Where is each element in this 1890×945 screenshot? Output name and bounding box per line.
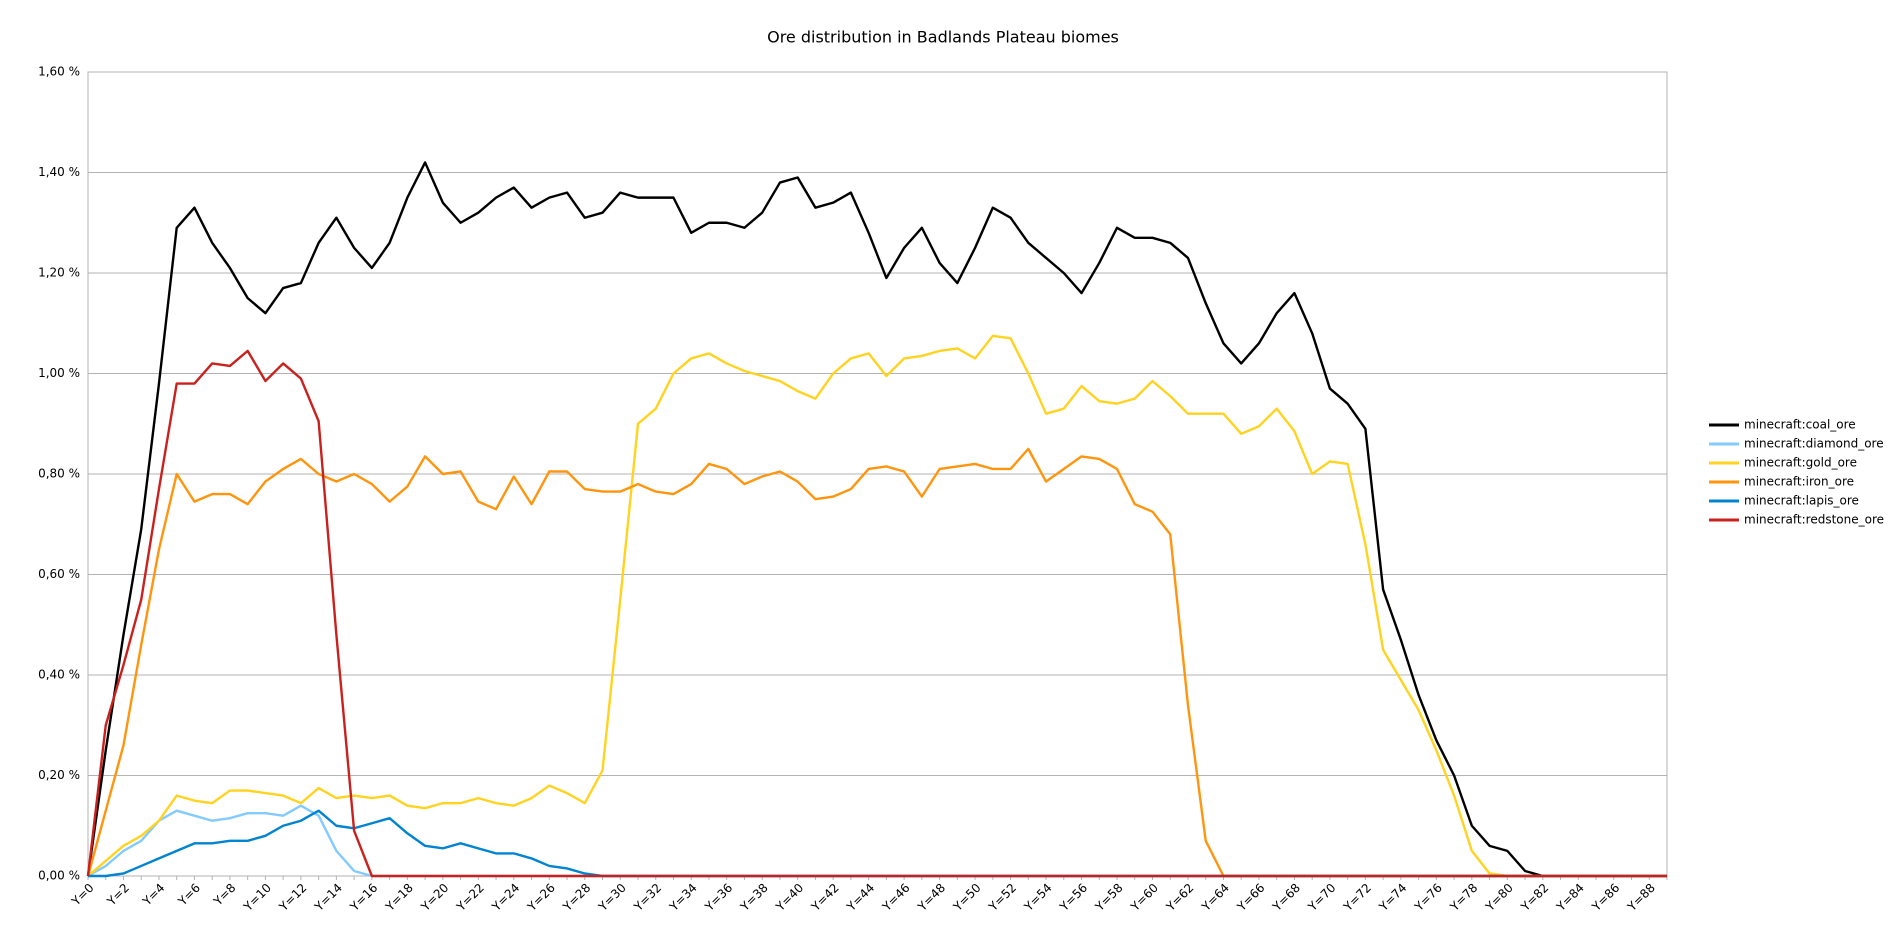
- x-tick-label: Y=24: [489, 881, 523, 915]
- x-tick-label: Y=52: [985, 881, 1019, 915]
- x-tick-label: Y=64: [1198, 881, 1232, 915]
- x-tick-label: Y=4: [139, 881, 167, 909]
- x-tick-label: Y=8: [210, 881, 238, 909]
- x-tick-label: Y=44: [844, 881, 878, 915]
- x-tick-label: Y=34: [666, 881, 700, 915]
- y-tick-label: 0,20 %: [38, 768, 80, 782]
- y-tick-label: 1,00 %: [38, 366, 80, 380]
- series-line: [86, 349, 1667, 878]
- x-tick-label: Y=50: [950, 881, 984, 915]
- y-tick-label: 0,60 %: [38, 567, 80, 581]
- series-line: [86, 161, 1667, 878]
- series-line: [87, 334, 1667, 878]
- x-tick-label: Y=78: [1447, 881, 1481, 915]
- x-tick-label: Y=74: [1376, 881, 1410, 915]
- x-tick-label: Y=72: [1340, 881, 1374, 915]
- x-tick-label: Y=54: [1021, 881, 1055, 915]
- legend-label: minecraft:coal_ore: [1744, 418, 1856, 432]
- x-tick-label: Y=16: [347, 881, 381, 915]
- x-tick-label: Y=32: [631, 881, 665, 915]
- x-tick-label: Y=14: [311, 881, 345, 915]
- x-tick-label: Y=58: [1092, 881, 1126, 915]
- x-tick-label: Y=86: [1589, 881, 1623, 915]
- x-tick-label: Y=36: [702, 881, 736, 915]
- x-tick-label: Y=2: [104, 881, 132, 909]
- y-tick-label: 1,60 %: [38, 65, 80, 79]
- x-tick-label: Y=46: [879, 881, 913, 915]
- x-tick-label: Y=20: [418, 881, 452, 915]
- x-tick-label: Y=22: [453, 881, 487, 915]
- y-tick-label: 0,40 %: [38, 668, 80, 682]
- y-tick-label: 1,20 %: [38, 266, 80, 280]
- x-tick-label: Y=66: [1234, 881, 1268, 915]
- x-tick-label: Y=84: [1553, 881, 1587, 915]
- x-tick-label: Y=88: [1624, 881, 1658, 915]
- x-tick-label: Y=26: [524, 881, 558, 915]
- chart-title: Ore distribution in Badlands Plateau bio…: [767, 28, 1119, 47]
- x-tick-label: Y=10: [240, 881, 274, 915]
- legend-label: minecraft:iron_ore: [1744, 475, 1854, 489]
- x-tick-label: Y=42: [808, 881, 842, 915]
- series-line: [86, 447, 1667, 878]
- series-line: [88, 809, 1667, 878]
- x-tick-label: Y=6: [175, 881, 203, 909]
- x-tick-label: Y=76: [1411, 881, 1445, 915]
- x-tick-label: Y=80: [1482, 881, 1516, 915]
- x-tick-label: Y=0: [68, 881, 96, 909]
- x-tick-label: Y=70: [1305, 881, 1339, 915]
- legend-label: minecraft:gold_ore: [1744, 456, 1857, 470]
- x-tick-label: Y=30: [595, 881, 629, 915]
- x-tick-label: Y=62: [1163, 881, 1197, 915]
- x-tick-label: Y=18: [382, 881, 416, 915]
- x-tick-label: Y=56: [1056, 881, 1090, 915]
- x-tick-label: Y=28: [560, 881, 594, 915]
- y-tick-label: 1,40 %: [38, 165, 80, 179]
- x-tick-label: Y=82: [1518, 881, 1552, 915]
- x-tick-label: Y=40: [773, 881, 807, 915]
- legend-label: minecraft:diamond_ore: [1744, 437, 1884, 451]
- y-tick-label: 0,00 %: [38, 869, 80, 883]
- legend-label: minecraft:redstone_ore: [1744, 513, 1884, 527]
- x-tick-label: Y=12: [276, 881, 310, 915]
- x-tick-label: Y=38: [737, 881, 771, 915]
- x-tick-label: Y=60: [1127, 881, 1161, 915]
- x-tick-label: Y=68: [1269, 881, 1303, 915]
- x-tick-label: Y=48: [914, 881, 948, 915]
- legend-label: minecraft:lapis_ore: [1744, 494, 1859, 508]
- y-tick-label: 0,80 %: [38, 467, 80, 481]
